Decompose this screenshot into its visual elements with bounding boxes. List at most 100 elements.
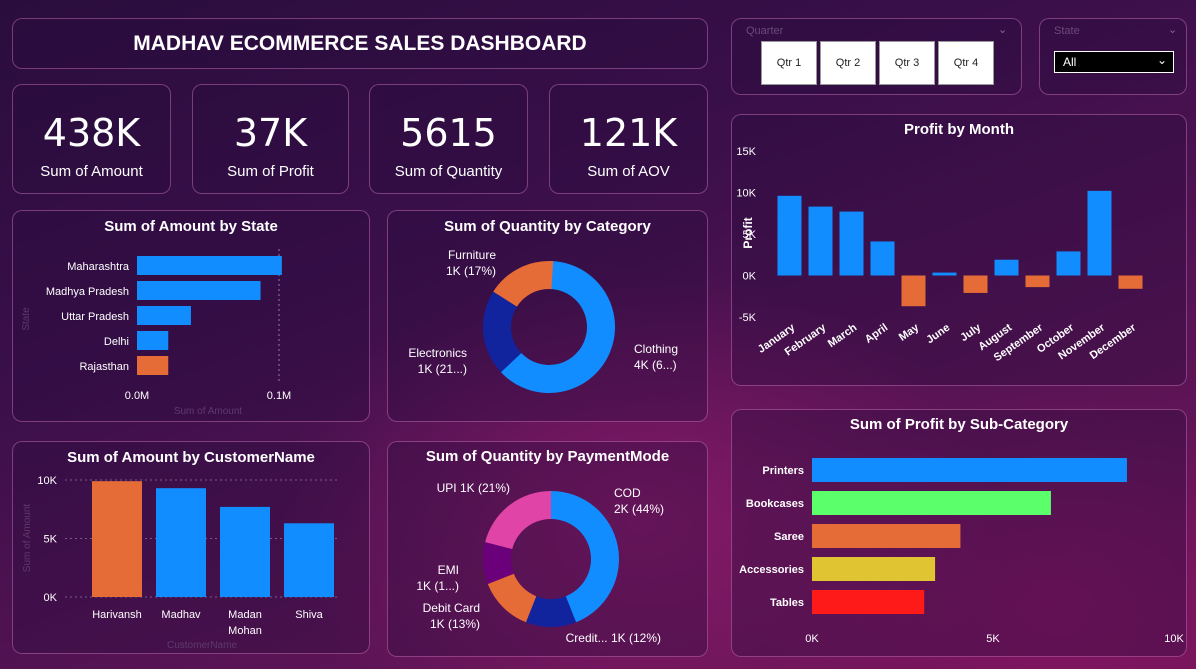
state-slicer-header: State	[1054, 25, 1080, 37]
kpi-card-amount: 438K Sum of Amount	[12, 84, 171, 194]
slice	[487, 573, 537, 623]
slice	[483, 291, 522, 373]
qtr-3-button[interactable]: Qtr 3	[879, 41, 935, 85]
category-label: Accessories	[739, 564, 804, 576]
bar	[812, 590, 925, 614]
bar	[994, 259, 1019, 276]
tick-label: 5K	[986, 633, 1000, 645]
bar	[156, 488, 206, 597]
state-slicer: State ⌄ All ⌄	[1039, 18, 1187, 95]
quarter-slicer-header: Quarter	[746, 25, 784, 37]
slice-label: Electronics	[408, 346, 467, 360]
tick-label: 5K	[743, 229, 757, 241]
bar	[870, 241, 895, 276]
tick-label: 0K	[743, 271, 757, 283]
chevron-down-icon[interactable]: ⌄	[1168, 24, 1178, 36]
kpi-value: 5615	[400, 111, 497, 155]
bar	[963, 275, 988, 293]
slice-value-label: 2K (44%)	[614, 502, 664, 516]
bar	[137, 331, 169, 350]
slice-value-label: 1K (21...)	[418, 362, 467, 376]
category-label: Saree	[774, 531, 804, 543]
qtr-2-button[interactable]: Qtr 2	[820, 41, 876, 85]
slice-label: Debit Card	[423, 601, 480, 615]
axis-title: Sum of Amount	[22, 504, 33, 573]
slice-value-label: 1K (13%)	[430, 617, 480, 631]
kpi-value: 438K	[42, 111, 141, 155]
tick-label: 10K	[37, 475, 57, 487]
chart-title: Sum of Quantity by Category	[444, 218, 651, 235]
category-label: April	[863, 322, 890, 346]
slice-value-label: 1K (17%)	[446, 264, 496, 278]
state-select[interactable]: All ⌄	[1054, 51, 1174, 73]
kpi-card-profit: 37K Sum of Profit	[192, 84, 349, 194]
category-label: May	[897, 321, 922, 344]
chart-profit-by-subcategory: Sum of Profit by Sub-Category Printers Bo…	[731, 409, 1187, 657]
tick-label: 0.1M	[267, 390, 291, 402]
category-label: Madhav	[161, 609, 201, 621]
chart-title: Profit by Month	[904, 121, 1014, 138]
tick-label: 15K	[736, 146, 756, 158]
tick-label: 0K	[805, 633, 819, 645]
bar	[1056, 251, 1081, 276]
category-label: Bookcases	[746, 498, 804, 510]
axis-title: State	[21, 307, 32, 331]
chart-profit-by-month: Profit by Month 15K 10K 5K 0K -5K Profit Janua…	[731, 114, 1187, 386]
category-label: Harivansh	[92, 609, 142, 621]
bar	[92, 481, 142, 597]
chart-quantity-by-category: Sum of Quantity by Category Clothing 4K (…	[387, 210, 708, 422]
qtr-1-button[interactable]: Qtr 1	[761, 41, 817, 85]
slice	[493, 261, 554, 307]
kpi-label: Sum of Profit	[227, 163, 314, 180]
tick-label: 10K	[736, 188, 756, 200]
chart-svg: Clothing 4K (6...) Electronics 1K (21...) Fu…	[408, 248, 678, 393]
qtr-4-button[interactable]: Qtr 4	[938, 41, 994, 85]
category-label: Tables	[770, 597, 804, 609]
tick-label: 0.0M	[125, 390, 149, 402]
kpi-value: 121K	[579, 111, 678, 155]
page-title: MADHAV ECOMMERCE SALES DASHBOARD	[133, 32, 587, 55]
category-label: Uttar Pradesh	[61, 311, 129, 323]
chart-svg: Maharashtra Madhya Pradesh Uttar Pradesh De…	[21, 249, 291, 417]
chart-title: Sum of Quantity by PaymentMode	[425, 448, 670, 465]
chart-quantity-by-paymentmode: Sum of Quantity by PaymentMode COD 2K (44…	[387, 441, 708, 657]
axis-title: Profit	[741, 217, 755, 248]
bar	[812, 491, 1051, 515]
tick-label: 0K	[44, 592, 58, 604]
bar	[1118, 275, 1143, 289]
category-label: Printers	[762, 465, 804, 477]
chart-svg: 10K 5K 0K Sum of Amount Harivansh Madhav Madan…	[22, 475, 339, 651]
bar	[839, 211, 864, 276]
axis-title: Sum of Amount	[174, 406, 243, 417]
category-label: Maharashtra	[67, 261, 130, 273]
chart-amount-by-customer: Sum of Amount by CustomerName 10K 5K 0K Sum…	[12, 441, 370, 654]
bar	[812, 458, 1127, 482]
slice-label: Credit... 1K (12%)	[566, 631, 661, 645]
chart-amount-by-state: Sum of Amount by State Maharashtra Madhya…	[12, 210, 370, 422]
bar	[137, 281, 261, 300]
tick-label: -5K	[739, 312, 757, 324]
kpi-label: Sum of AOV	[587, 163, 670, 180]
bar	[137, 306, 191, 325]
category-label: Mohan	[228, 625, 262, 637]
chevron-down-icon: ⌄	[1156, 53, 1167, 67]
chevron-down-icon[interactable]: ⌄	[998, 24, 1008, 36]
state-select-value: All	[1063, 55, 1077, 69]
category-label: Madan	[228, 609, 262, 621]
tick-label: 5K	[44, 534, 58, 546]
slice-label: Clothing	[634, 342, 678, 356]
slice-value-label: 4K (6...)	[634, 358, 677, 372]
axis-title: CustomerName	[167, 640, 237, 651]
category-label: Rajasthan	[79, 361, 129, 373]
chart-svg: COD 2K (44%) Credit... 1K (12%) Debit Card 1…	[416, 481, 664, 645]
slice	[483, 542, 514, 585]
category-label: Delhi	[104, 336, 129, 348]
slice	[485, 491, 551, 550]
bar	[137, 356, 169, 375]
bar	[901, 275, 926, 307]
bar	[137, 256, 282, 275]
slice-label: EMI	[438, 563, 459, 577]
bar	[812, 557, 936, 581]
bar	[808, 206, 833, 276]
